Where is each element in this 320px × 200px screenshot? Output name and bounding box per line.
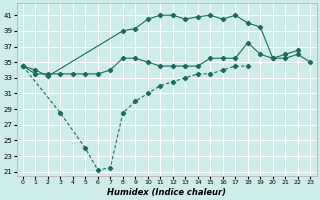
X-axis label: Humidex (Indice chaleur): Humidex (Indice chaleur)	[107, 188, 226, 197]
